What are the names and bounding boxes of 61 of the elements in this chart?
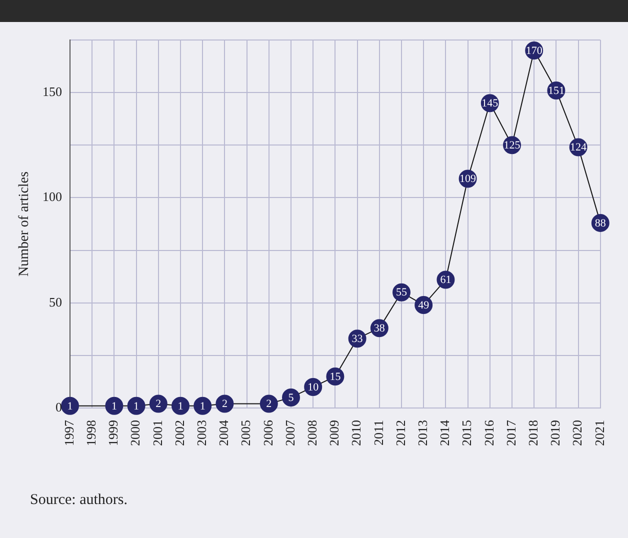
data-label: 55 bbox=[396, 286, 408, 299]
data-label: 33 bbox=[352, 332, 364, 345]
x-tick-label: 2003 bbox=[194, 420, 210, 446]
x-tick-label: 2021 bbox=[592, 420, 607, 446]
data-label: 124 bbox=[570, 142, 588, 154]
data-label: 1 bbox=[134, 400, 140, 412]
y-tick-label: 150 bbox=[42, 84, 62, 99]
data-label: 151 bbox=[548, 84, 564, 97]
x-tick-label: 1997 bbox=[61, 420, 76, 446]
point bbox=[105, 396, 124, 415]
x-tick-label: 2007 bbox=[282, 420, 298, 446]
point bbox=[149, 394, 168, 413]
source-note: Source: authors. bbox=[30, 492, 128, 509]
x-tick-label: 2005 bbox=[238, 420, 254, 446]
x-tick-label: 2008 bbox=[304, 420, 320, 446]
y-tick-label: 50 bbox=[49, 294, 62, 310]
point bbox=[127, 396, 146, 415]
x-tick-label: 2006 bbox=[260, 420, 276, 446]
data-label: 125 bbox=[504, 140, 521, 152]
y-tick-label: 100 bbox=[42, 189, 62, 204]
x-tick-label: 2014 bbox=[437, 420, 452, 446]
y-tick-label: 0 bbox=[56, 399, 62, 414]
x-tick-label: 2002 bbox=[172, 420, 187, 446]
x-tick-label: 2004 bbox=[216, 420, 232, 446]
x-tick-label: 2017 bbox=[503, 420, 518, 446]
data-label: 61 bbox=[440, 274, 452, 286]
data-label: 2 bbox=[222, 398, 228, 410]
x-tick-label: 1999 bbox=[106, 420, 121, 446]
data-label: 145 bbox=[482, 97, 499, 110]
y-axis-title: Number of articles bbox=[17, 172, 32, 276]
point bbox=[194, 396, 212, 415]
point bbox=[172, 396, 190, 415]
data-label: 49 bbox=[418, 299, 430, 312]
x-tick-label: 2016 bbox=[481, 420, 496, 446]
x-tick-label: 2018 bbox=[526, 420, 541, 446]
data-label: 2 bbox=[156, 398, 162, 410]
point bbox=[260, 394, 278, 413]
x-tick-label: 2011 bbox=[370, 420, 386, 446]
x-tick-label: 2015 bbox=[459, 420, 474, 446]
data-label: 1 bbox=[111, 400, 117, 412]
x-tick-label: 2009 bbox=[326, 420, 342, 446]
data-label: 1 bbox=[178, 400, 184, 412]
x-tick-label: 2001 bbox=[150, 420, 165, 446]
data-label: 170 bbox=[526, 44, 543, 57]
data-label: 1 bbox=[200, 400, 206, 412]
data-label: 15 bbox=[330, 370, 342, 383]
x-tick-label: 1998 bbox=[84, 420, 99, 446]
point bbox=[216, 394, 234, 413]
data-label: 1 bbox=[67, 400, 73, 412]
x-tick-label: 2013 bbox=[415, 420, 430, 446]
data-label: 109 bbox=[460, 173, 477, 186]
x-tick-label: 2020 bbox=[570, 420, 585, 446]
data-label: 88 bbox=[594, 217, 606, 230]
data-label: 10 bbox=[308, 381, 320, 394]
x-tick-label: 2012 bbox=[392, 420, 408, 446]
x-tick-label: 2010 bbox=[348, 420, 364, 446]
data-label: 5 bbox=[288, 392, 294, 404]
x-tick-label: 2000 bbox=[128, 420, 143, 446]
data-label: 2 bbox=[266, 398, 272, 410]
data-label: 38 bbox=[374, 322, 386, 334]
x-tick-label: 2019 bbox=[548, 420, 563, 446]
